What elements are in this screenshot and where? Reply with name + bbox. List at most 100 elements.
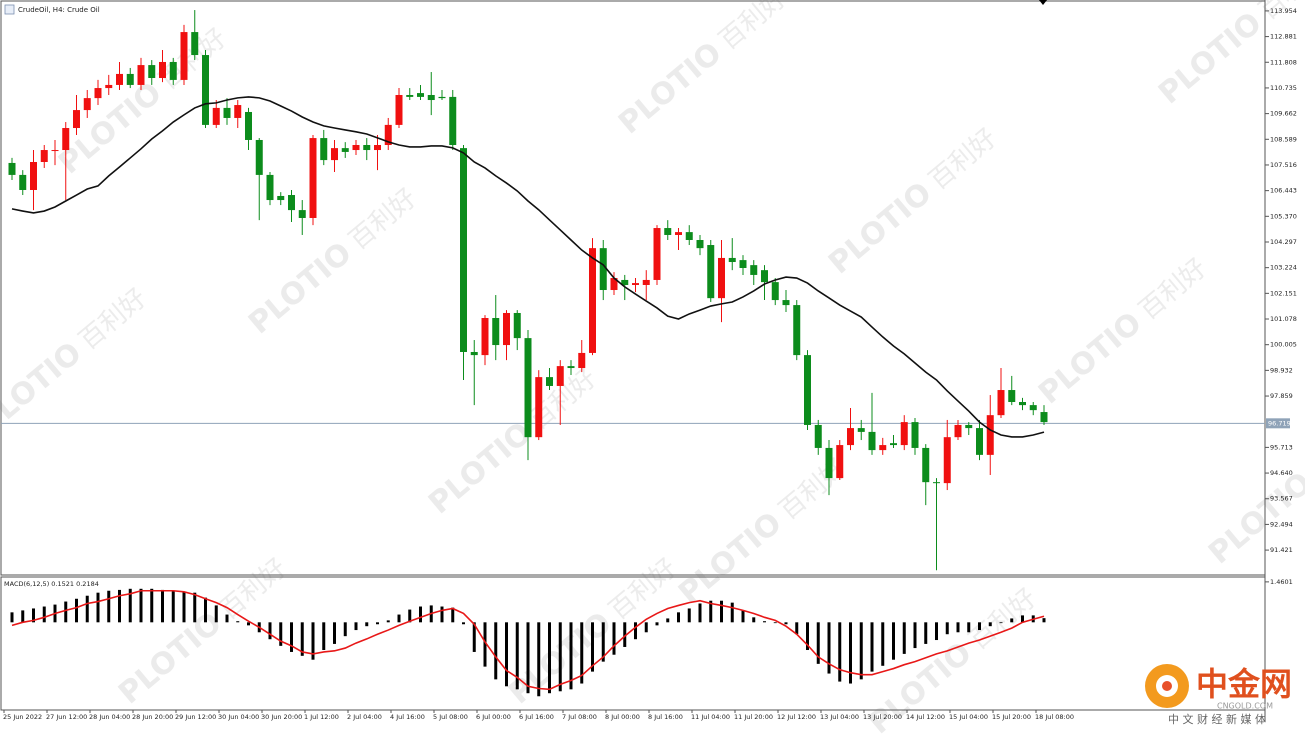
macd-bar: [139, 588, 143, 623]
watermark-brand: PLOTIO: [52, 76, 168, 182]
logo-name: 中金网: [1196, 665, 1292, 703]
macd-bar: [322, 622, 326, 651]
macd-bar: [42, 606, 46, 623]
macd-bar: [924, 622, 928, 644]
macd-bar: [816, 622, 820, 664]
candle-body: [395, 94, 403, 125]
macd-bar: [118, 589, 121, 623]
macd-bar: [21, 610, 25, 623]
macd-bar: [752, 617, 756, 623]
y-tick-label: 108.589: [1270, 135, 1297, 143]
macd-bar: [505, 622, 508, 687]
candle-body: [352, 145, 360, 151]
candle-body: [535, 377, 543, 438]
macd-bar: [128, 588, 132, 623]
macd-bar: [365, 622, 369, 627]
candle-body: [223, 107, 231, 118]
last-price-box: [1266, 418, 1290, 429]
candle-body: [309, 138, 317, 218]
candle-body: [976, 428, 983, 455]
x-tick-label: 8 Jul 00:00: [605, 713, 640, 721]
candle-body: [943, 437, 951, 484]
macd-bar: [526, 622, 530, 694]
macd-bar: [150, 588, 154, 623]
y-tick-label: 107.516: [1270, 161, 1297, 169]
candle-body: [116, 73, 123, 85]
macd-bar: [268, 622, 272, 640]
candle-body: [632, 283, 639, 285]
macd-bar: [677, 612, 680, 623]
x-tick-label: 30 Jun 04:00: [218, 713, 259, 721]
x-tick-label: 28 Jun 20:00: [132, 713, 173, 721]
y-tick-label: 102.151: [1270, 289, 1297, 297]
macd-bar: [902, 622, 906, 654]
y-tick-label: 1.4601: [1270, 578, 1293, 586]
y-tick-label: 93.567: [1270, 495, 1293, 503]
candle-body: [739, 260, 747, 268]
x-tick-label: 18 Jul 08:00: [1035, 713, 1074, 721]
watermark-text: 百利好: [714, 0, 793, 56]
macd-bar: [204, 597, 207, 623]
macd-bar: [730, 602, 734, 623]
watermark-brand: PLOTIO: [422, 416, 538, 522]
watermark-brand: PLOTIO: [1152, 6, 1268, 112]
symbol-label: CrudeOil, H4: Crude Oil: [18, 6, 100, 14]
watermark-brand: PLOTIO: [1032, 306, 1148, 412]
logo: 中金网 CNGOLD.COM 中 文 财 经 新 媒 体: [1145, 664, 1292, 726]
candle-body: [212, 107, 220, 125]
candle-body: [653, 228, 661, 280]
watermark-text: 百利好: [1134, 253, 1213, 326]
candle-body: [406, 94, 414, 97]
y-tick-label: 112.881: [1270, 33, 1297, 41]
candle-body: [470, 351, 478, 356]
candle-body: [1019, 401, 1026, 406]
macd-bar: [279, 622, 283, 646]
macd-bar: [300, 622, 304, 656]
watermark-text: 百利好: [344, 183, 423, 256]
candle-body: [341, 148, 349, 152]
x-tick-label: 27 Jun 12:00: [46, 713, 87, 721]
candle-body: [266, 174, 274, 201]
macd-bar: [870, 622, 874, 672]
candle-body: [481, 318, 489, 356]
candle-body: [728, 257, 736, 263]
macd-bar: [978, 622, 981, 631]
candle-body: [857, 428, 865, 432]
x-tick-label: 25 Jun 2022: [3, 713, 42, 721]
candle-body: [460, 148, 467, 352]
macd-bar: [247, 622, 250, 626]
x-tick-label: 7 Jul 08:00: [562, 713, 597, 721]
candle-body: [298, 210, 306, 218]
x-tick-label: 15 Jul 20:00: [992, 713, 1031, 721]
x-tick-label: 15 Jul 04:00: [949, 713, 988, 721]
macd-bar: [408, 609, 412, 623]
candle-body: [997, 390, 1005, 416]
candle-body: [277, 195, 285, 201]
y-tick-label: 95.713: [1270, 443, 1293, 451]
candle-body: [599, 248, 607, 291]
candle-body: [159, 61, 166, 79]
x-tick-label: 13 Jul 04:00: [820, 713, 859, 721]
candle-body: [578, 352, 586, 369]
macd-bar: [881, 622, 885, 666]
candle-body: [384, 124, 392, 146]
macd-bar: [956, 622, 960, 633]
macd-bar: [85, 595, 89, 623]
x-tick-label: 29 Jun 12:00: [175, 713, 216, 721]
macd-bar: [687, 608, 691, 623]
candle-body: [202, 55, 209, 125]
candle-body: [524, 338, 532, 438]
macd-bar: [333, 622, 336, 644]
watermark-text: 百利好: [924, 123, 1003, 196]
candle-body: [1029, 405, 1037, 411]
candle-body: [879, 445, 887, 451]
candle-body: [427, 94, 435, 101]
candle-body: [718, 257, 725, 299]
macd-bar: [214, 605, 218, 623]
watermark-brand: PLOTIO: [672, 506, 788, 612]
candle-body: [771, 282, 779, 301]
candle-body: [911, 422, 919, 448]
macd-bar: [161, 589, 164, 623]
